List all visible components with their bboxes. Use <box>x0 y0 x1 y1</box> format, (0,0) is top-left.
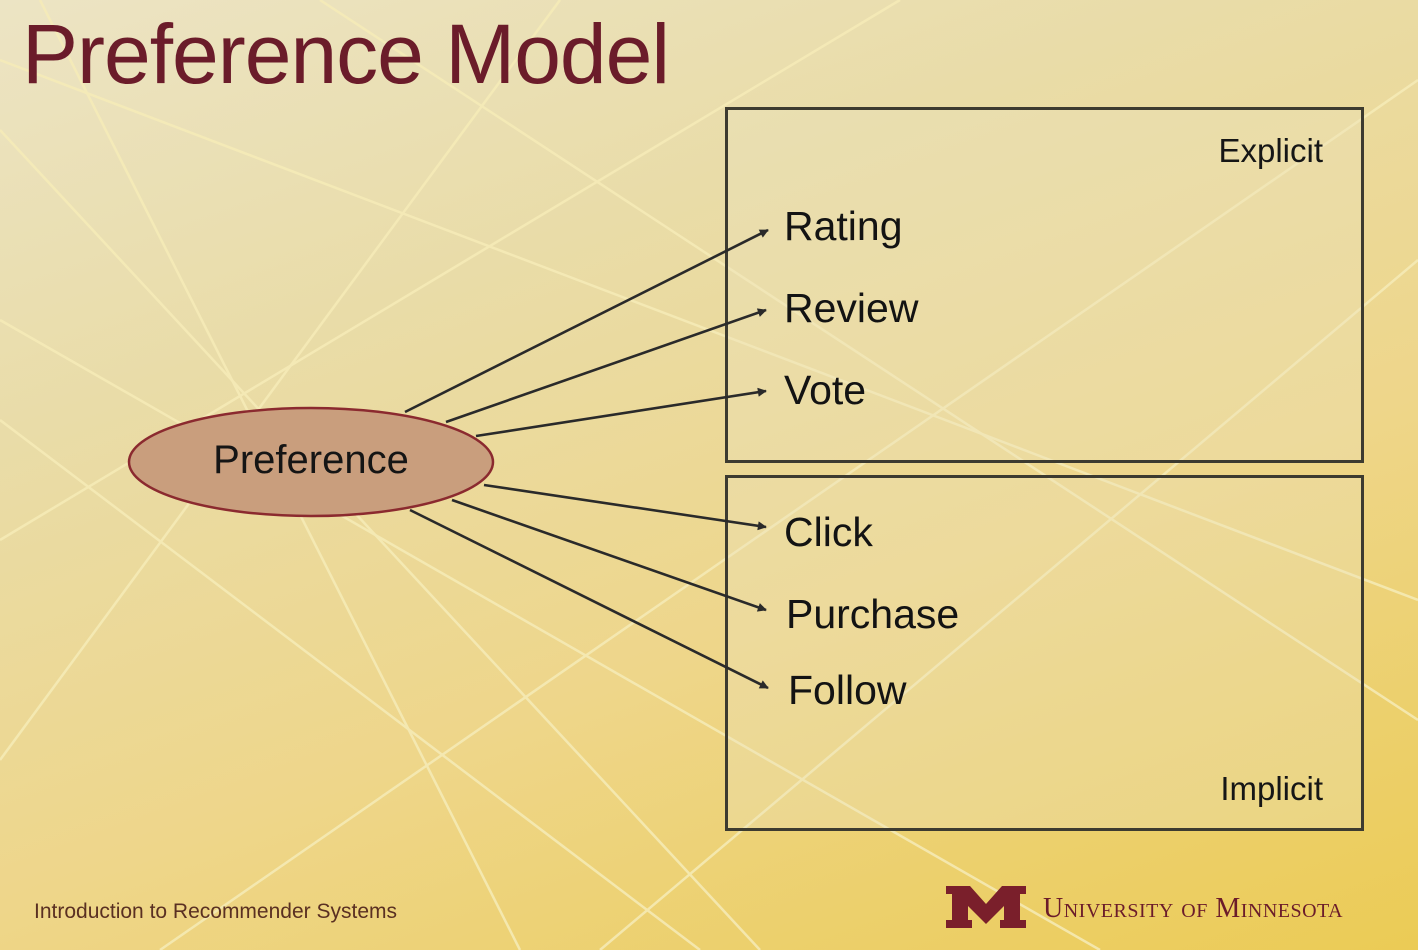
arrow-to-review <box>445 308 767 424</box>
item-review: Review <box>784 285 919 331</box>
university-m-logo-icon <box>946 886 1026 928</box>
explicit-group-label: Explicit <box>1218 132 1323 169</box>
item-vote: Vote <box>784 367 867 413</box>
item-follow: Follow <box>788 667 907 713</box>
preference-node-label: Preference <box>213 438 409 482</box>
arrow-to-purchase <box>451 498 767 612</box>
preference-node <box>127 406 495 518</box>
arrow-to-follow <box>409 508 769 690</box>
implicit-group-label: Implicit <box>1220 770 1323 807</box>
arrow-to-click <box>483 483 767 531</box>
item-purchase: Purchase <box>786 591 960 637</box>
slide-title: Preference Model <box>22 7 670 101</box>
university-name: University of Minnesota <box>1043 893 1344 924</box>
item-click: Click <box>784 509 873 555</box>
explicit-group-box: Explicit <box>725 107 1364 463</box>
implicit-group-box: Implicit <box>725 475 1364 831</box>
arrow-to-rating <box>404 228 769 414</box>
item-rating: Rating <box>784 203 903 249</box>
arrow-to-vote <box>475 387 767 438</box>
course-footer: Introduction to Recommender Systems <box>34 900 397 923</box>
